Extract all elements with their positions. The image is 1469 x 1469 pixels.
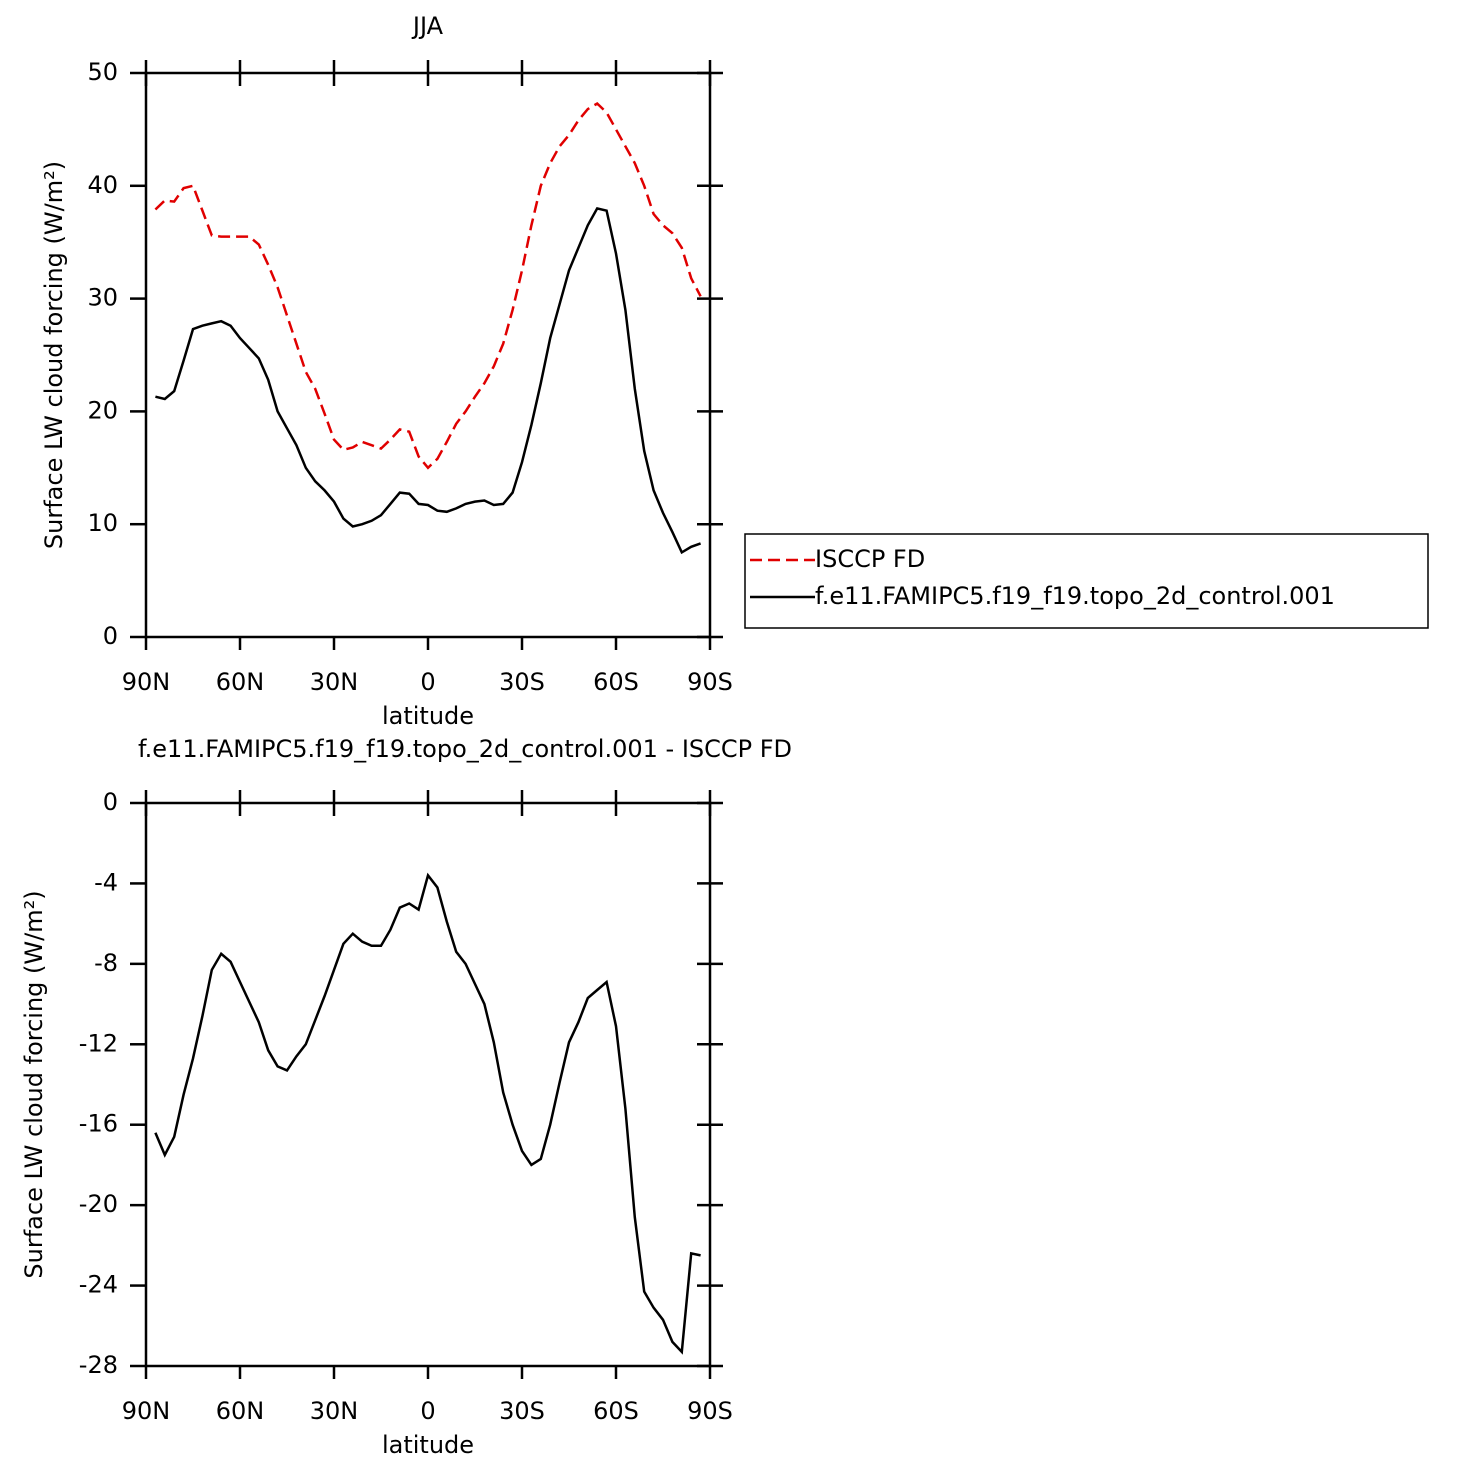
chart-title: f.e11.FAMIPC5.f19_f19.topo_2d_control.00… <box>138 735 792 763</box>
x-tick-label: 30S <box>499 1397 545 1425</box>
chart-title: JJA <box>411 12 444 40</box>
y-tick-label: -28 <box>79 1351 118 1379</box>
data-line <box>155 206 702 555</box>
plot-frame <box>144 801 712 1368</box>
x-tick-label: 30S <box>499 668 545 696</box>
x-axis-label: latitude <box>382 702 474 730</box>
y-tick-label: -24 <box>79 1271 118 1299</box>
y-tick-label: -12 <box>79 1029 118 1057</box>
x-tick-label: 60N <box>216 1397 265 1425</box>
legend-label: ISCCP FD <box>815 545 925 573</box>
y-axis-label: Surface LW cloud forcing (W/m²) <box>40 161 68 549</box>
y-tick-label: -16 <box>79 1110 118 1138</box>
y-tick-label: -20 <box>79 1190 118 1218</box>
y-tick-label: 20 <box>87 396 118 424</box>
x-tick-label: 60S <box>593 668 639 696</box>
y-tick-label: 0 <box>103 622 118 650</box>
x-tick-label: 90S <box>687 1397 733 1425</box>
x-tick-label: 90N <box>122 668 171 696</box>
x-tick-label: 60N <box>216 668 265 696</box>
y-tick-label: 30 <box>87 284 118 312</box>
y-axis-label: Surface LW cloud forcing (W/m²) <box>20 890 48 1278</box>
y-tick-label: -4 <box>94 868 118 896</box>
y-tick-label: -8 <box>94 949 118 977</box>
legend-label: f.e11.FAMIPC5.f19_f19.topo_2d_control.00… <box>815 582 1335 610</box>
x-tick-label: 30N <box>310 1397 359 1425</box>
plot-frame <box>144 71 712 639</box>
panel: f.e11.FAMIPC5.f19_f19.topo_2d_control.00… <box>20 735 792 1459</box>
y-tick-label: 10 <box>87 509 118 537</box>
data-line <box>154 101 702 470</box>
data-line <box>154 872 701 1355</box>
x-axis-label: latitude <box>382 1431 474 1459</box>
x-tick-label: 90S <box>687 668 733 696</box>
x-tick-label: 90N <box>122 1397 171 1425</box>
legend-box <box>744 533 1429 629</box>
x-tick-label: 30N <box>310 668 359 696</box>
panel: JJA latitude Surface LW cloud forcing (W/m… <box>40 12 1429 730</box>
x-tick-label: 0 <box>420 1397 435 1425</box>
x-tick-label: 60S <box>593 1397 639 1425</box>
y-tick-label: 0 <box>103 788 118 816</box>
y-tick-label: 40 <box>87 171 118 199</box>
y-tick-label: 50 <box>87 58 118 86</box>
x-tick-label: 0 <box>420 668 435 696</box>
